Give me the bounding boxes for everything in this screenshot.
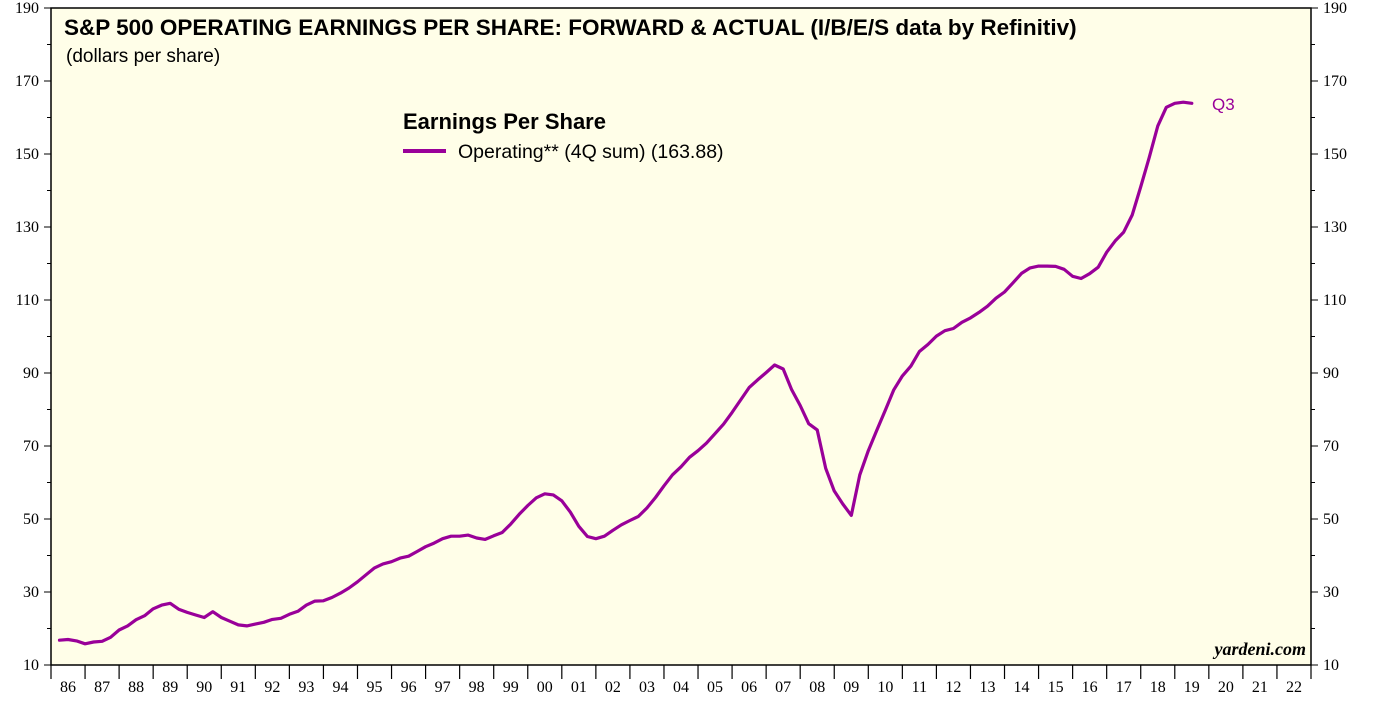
y-axis-right: 10 30 50 70 90 110 130 150 170 190 xyxy=(1311,0,1347,674)
y-tick-label: 110 xyxy=(1323,292,1346,309)
y-tick-label: 150 xyxy=(15,146,39,163)
x-tick-label: 16 xyxy=(1082,679,1098,696)
y-tick-label: 90 xyxy=(23,365,39,382)
plot-area xyxy=(50,7,1312,666)
x-tick-label: 00 xyxy=(537,679,553,696)
legend: Earnings Per Share Operating** (4Q sum) … xyxy=(403,109,724,163)
y-axis-left: 10 30 50 70 90 110 130 150 170 190 xyxy=(15,0,51,674)
x-tick-label: 94 xyxy=(332,679,348,696)
y-tick-label: 10 xyxy=(23,657,39,674)
legend-entry-operating: Operating** (4Q sum) (163.88) xyxy=(458,141,724,163)
x-tick-label: 92 xyxy=(264,679,280,696)
legend-title: Earnings Per Share xyxy=(403,109,606,134)
x-tick-label: 88 xyxy=(128,679,144,696)
x-tick-label: 17 xyxy=(1116,679,1132,696)
x-tick-label: 14 xyxy=(1014,679,1030,696)
watermark: yardeni.com xyxy=(1213,639,1307,659)
x-tick-label: 96 xyxy=(401,679,417,696)
x-tick-label: 11 xyxy=(912,679,927,696)
x-tick-label: 12 xyxy=(945,679,961,696)
x-tick-label: 90 xyxy=(196,679,212,696)
x-tick-label: 19 xyxy=(1184,679,1200,696)
x-tick-label: 04 xyxy=(673,679,689,696)
y-tick-label: 90 xyxy=(1323,365,1339,382)
y-tick-label: 50 xyxy=(1323,511,1339,528)
series-line-operating-eps xyxy=(57,100,1194,646)
x-tick-label: 22 xyxy=(1286,679,1302,696)
x-tick-label: 99 xyxy=(503,679,519,696)
y-tick-label: 130 xyxy=(15,219,39,236)
x-tick-label: 98 xyxy=(469,679,485,696)
chart-title: S&P 500 OPERATING EARNINGS PER SHARE: FO… xyxy=(64,15,1077,40)
x-tick-label: 18 xyxy=(1150,679,1166,696)
y-tick-label: 190 xyxy=(15,0,39,17)
y-tick-label: 170 xyxy=(15,73,39,90)
y-tick-label: 70 xyxy=(1323,438,1339,455)
y-tick-label: 30 xyxy=(1323,584,1339,601)
series-layer xyxy=(57,100,1194,646)
x-tick-label: 02 xyxy=(605,679,621,696)
y-tick-label: 70 xyxy=(23,438,39,455)
x-tick-label: 06 xyxy=(741,679,757,696)
x-tick-label: 93 xyxy=(298,679,314,696)
y-tick-label: 110 xyxy=(16,292,39,309)
y-tick-label: 130 xyxy=(1323,219,1347,236)
x-axis: 86 87 88 89 90 91 92 93 94 95 96 97 98 99 00 01 02 03 04 05… xyxy=(50,665,1312,696)
y-tick-label: 50 xyxy=(23,511,39,528)
x-tick-label: 91 xyxy=(230,679,246,696)
x-tick-label: 03 xyxy=(639,679,655,696)
y-tick-label: 30 xyxy=(23,584,39,601)
x-tick-label: 20 xyxy=(1218,679,1234,696)
x-tick-label: 01 xyxy=(571,679,587,696)
y-tick-label: 10 xyxy=(1323,657,1339,674)
y-tick-label: 150 xyxy=(1323,146,1347,163)
x-tick-label: 87 xyxy=(94,679,110,696)
x-tick-label: 13 xyxy=(979,679,995,696)
x-tick-label: 15 xyxy=(1048,679,1064,696)
chart-subtitle: (dollars per share) xyxy=(66,46,220,67)
x-tick-label: 97 xyxy=(435,679,451,696)
x-tick-label: 89 xyxy=(162,679,178,696)
y-tick-label: 190 xyxy=(1323,0,1347,17)
x-tick-label: 10 xyxy=(877,679,893,696)
x-tick-label: 86 xyxy=(60,679,76,696)
series-end-label: Q3 xyxy=(1212,95,1235,114)
x-tick-label: 07 xyxy=(775,679,791,696)
x-tick-label: 21 xyxy=(1252,679,1268,696)
x-tick-label: 95 xyxy=(367,679,383,696)
x-tick-label: 08 xyxy=(809,679,825,696)
y-tick-label: 170 xyxy=(1323,73,1347,90)
x-tick-label: 05 xyxy=(707,679,723,696)
x-tick-label: 09 xyxy=(843,679,859,696)
